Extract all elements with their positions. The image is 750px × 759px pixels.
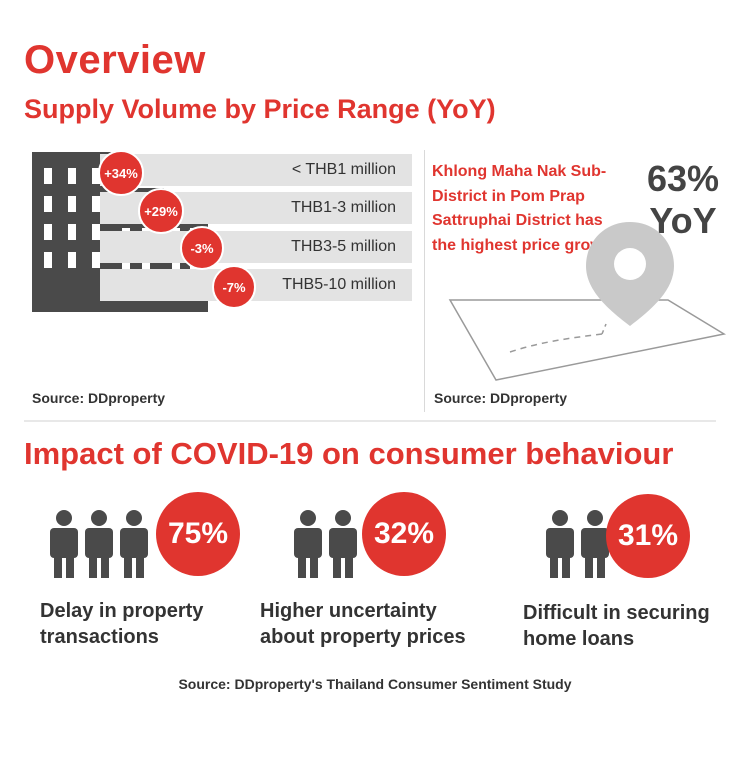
divider — [424, 150, 425, 412]
map-source: Source: DDproperty — [434, 390, 568, 406]
covid-title: Impact of COVID-19 on consumer behaviour — [24, 436, 674, 471]
people-icon — [50, 510, 148, 578]
price-range-bar: THB5-10 million — [100, 269, 412, 301]
change-badge: +29% — [138, 188, 184, 234]
price-range-bar: < THB1 million — [100, 154, 412, 186]
change-badge: +34% — [98, 150, 144, 196]
change-badge: -7% — [212, 265, 256, 309]
stat-label-line: Delay in property — [40, 600, 204, 622]
price-range-label: < THB1 million — [291, 161, 396, 178]
stat-label-line: transactions — [40, 626, 159, 648]
stat-label-line: Difficult in securing — [523, 602, 710, 624]
stat-value: 75% — [156, 492, 240, 576]
stat-label: Difficult in securing home loans — [523, 600, 710, 652]
stat-label-line: Higher uncertainty — [260, 600, 437, 622]
price-range-label: THB1-3 million — [291, 199, 396, 216]
supply-source: Source: DDproperty — [32, 390, 166, 406]
stat-label-line: home loans — [523, 628, 635, 650]
price-range-label: THB3-5 million — [291, 238, 396, 255]
change-badge: -3% — [180, 226, 224, 270]
price-range-label: THB5-10 million — [282, 276, 396, 293]
price-range-bar: THB3-5 million — [100, 231, 412, 263]
people-icon — [546, 510, 609, 578]
map-pin-icon — [448, 222, 727, 381]
stat-label-line: about property prices — [260, 626, 466, 648]
stat-label: Delay in property transactions — [40, 598, 203, 650]
stat-value: 31% — [606, 494, 690, 578]
stat-label: Higher uncertainty about property prices — [260, 598, 466, 650]
covid-source: Source: DDproperty's Thailand Consumer S… — [178, 676, 572, 692]
map-note: Khlong Maha Nak Sub-District in Pom Prap… — [432, 163, 618, 254]
divider — [24, 420, 716, 422]
page-title: Overview — [24, 38, 206, 82]
growth-value: 63% YoY — [628, 158, 738, 242]
page-subtitle: Supply Volume by Price Range (YoY) — [24, 94, 496, 124]
stat-value: 32% — [362, 492, 446, 576]
people-icon — [294, 510, 357, 578]
growth-percent: 63% — [646, 158, 720, 199]
